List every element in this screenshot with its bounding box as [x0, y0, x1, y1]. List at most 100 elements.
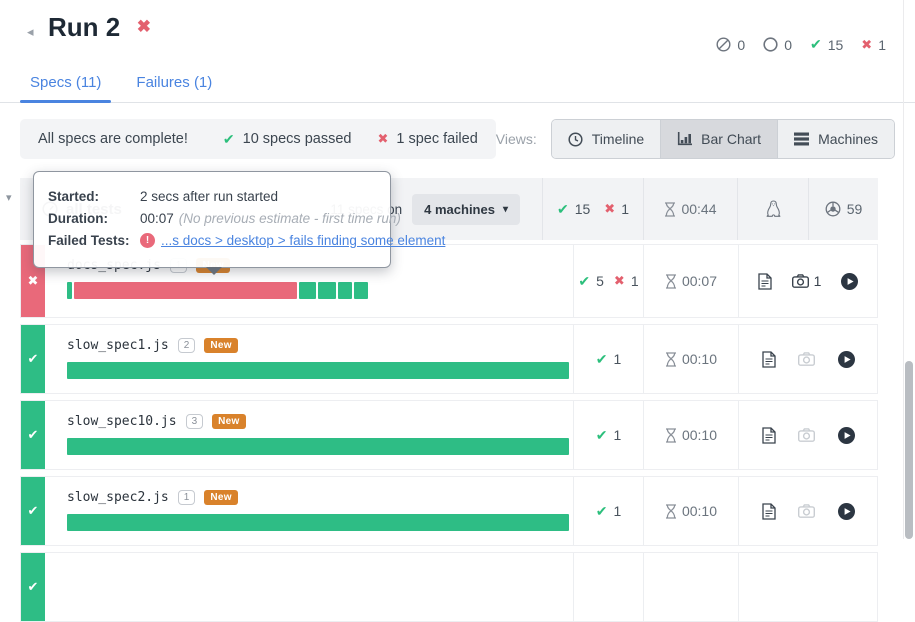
x-icon: ✖ — [613, 273, 625, 288]
passed-count: 15 — [827, 36, 844, 53]
duration-bar-segment[interactable] — [67, 362, 569, 379]
spec-status-icon: ✔ — [27, 579, 39, 594]
stdout-document-icon[interactable] — [758, 272, 772, 290]
machines-label: Machines — [818, 131, 878, 147]
play-video-icon[interactable] — [837, 426, 855, 444]
pending-circle-icon — [763, 37, 778, 52]
screenshots-group[interactable]: 1 — [791, 273, 821, 289]
spec-duration-cell: 00:10 — [643, 325, 738, 393]
tooltip-duration-row: Duration: 00:07 (No previous estimate - … — [48, 211, 401, 226]
collapse-caret-icon[interactable]: ▾ — [6, 192, 12, 204]
test-count-badge: 2 — [177, 338, 196, 353]
duration-bar-segment[interactable] — [67, 438, 569, 455]
screenshots-group[interactable] — [798, 504, 815, 518]
spec-duration-bar[interactable] — [67, 514, 569, 531]
views-switcher: Views: Timeline Bar Chart Machines — [496, 119, 895, 159]
tab-specs[interactable]: Specs (11) — [20, 66, 112, 103]
specs-passed-status: ✔ 10 specs passed — [223, 131, 352, 148]
error-exclamation-icon: ! — [140, 233, 155, 248]
camera-icon[interactable] — [798, 504, 815, 518]
machines-view-button[interactable]: Machines — [777, 120, 894, 158]
tooltip-failed-row: Failed Tests: ! ...s docs > desktop > fa… — [48, 233, 445, 248]
started-value: 2 secs after run started — [140, 189, 279, 204]
spec-status-stripe: ✔ — [21, 401, 45, 469]
pending-counter: 0 — [763, 37, 792, 53]
page-title: Run 2 — [48, 12, 121, 42]
camera-icon[interactable] — [798, 428, 815, 442]
spec-duration-bar[interactable] — [67, 438, 569, 455]
spec-passed: ✔ 1 — [596, 351, 622, 368]
tab-failures[interactable]: Failures (1) — [136, 74, 213, 91]
circle-slash-icon — [716, 37, 731, 52]
spec-duration-bar[interactable] — [67, 282, 569, 299]
stdout-document-icon[interactable] — [761, 502, 776, 520]
clock-icon — [568, 131, 583, 147]
views-button-group: Timeline Bar Chart Machines — [550, 119, 895, 159]
spec-stats-cell: ✔ 1 — [573, 401, 643, 469]
specs-passed-text: 10 specs passed — [242, 131, 352, 147]
tooltip-started-row: Started: 2 secs after run started — [48, 189, 376, 204]
camera-icon[interactable] — [791, 274, 809, 288]
passed-counter: ✔ 15 — [810, 36, 843, 53]
run-header: ◂ Run 2 ✖ 0 0 ✔ 15 ✖ 1 — [0, 0, 915, 60]
spec-status-icon: ✔ — [27, 427, 39, 442]
timeline-view-button[interactable]: Timeline — [551, 120, 661, 158]
spec-passed-count: 1 — [613, 351, 622, 367]
bar-chart-icon — [678, 132, 693, 146]
play-video-icon[interactable] — [837, 350, 855, 368]
screenshots-group[interactable] — [798, 428, 815, 442]
duration-bar-segment[interactable] — [354, 282, 369, 299]
scrollbar-thumb[interactable] — [905, 361, 913, 539]
stdout-document-icon[interactable] — [761, 350, 776, 368]
machines-dropdown-label: 4 machines — [424, 201, 495, 217]
spec-duration-bar[interactable] — [67, 362, 569, 379]
back-chevron-icon[interactable]: ◂ — [27, 24, 34, 39]
spec-status-icon: ✔ — [27, 503, 39, 518]
failed-count: 1 — [878, 36, 886, 53]
skipped-count: 0 — [737, 36, 746, 53]
stdout-document-icon[interactable] — [761, 426, 776, 444]
spec-status-icon: ✖ — [27, 273, 39, 288]
duration-bar-segment[interactable] — [298, 282, 316, 299]
screenshots-group[interactable] — [798, 352, 815, 366]
spec-duration: 00:07 — [681, 273, 718, 289]
chrome-icon — [825, 201, 841, 217]
check-icon: ✔ — [809, 36, 822, 52]
duration-bar-segment[interactable] — [74, 282, 297, 299]
spec-artifacts-cell — [738, 325, 877, 393]
spec-row[interactable]: ✔ — [20, 552, 878, 622]
failed-test-link[interactable]: ...s docs > desktop > fails finding some… — [161, 233, 446, 248]
bar-chart-view-button[interactable]: Bar Chart — [660, 120, 778, 158]
duration-value: 00:07 — [140, 211, 174, 226]
spec-row[interactable]: ✔ slow_spec2.js 1 New ✔ 1 00:10 — [20, 476, 878, 546]
spec-status-icon: ✔ — [27, 351, 39, 366]
group-stats-cell: ✔ 15 ✖ 1 — [542, 178, 643, 240]
duration-bar-segment[interactable] — [317, 282, 337, 299]
duration-bar-segment[interactable] — [338, 282, 353, 299]
spec-status-stripe: ✔ — [21, 553, 45, 621]
x-icon: ✖ — [377, 131, 389, 146]
spec-name-cell: slow_spec10.js 3 New — [45, 401, 573, 469]
toolbar: All specs are complete! ✔ 10 specs passe… — [20, 119, 895, 159]
tab-bar: Specs (11) Failures (1) — [0, 66, 915, 103]
spec-row[interactable]: ✔ slow_spec1.js 2 New ✔ 1 00:10 — [20, 324, 878, 394]
duration-bar-segment[interactable] — [67, 282, 73, 299]
camera-icon[interactable] — [798, 352, 815, 366]
check-icon: ✔ — [595, 350, 608, 367]
spec-row[interactable]: ✔ slow_spec10.js 3 New ✔ 1 00:10 — [20, 400, 878, 470]
duration-bar-segment[interactable] — [67, 514, 569, 531]
timeline-label: Timeline — [591, 131, 645, 147]
machines-dropdown-button[interactable]: 4 machines ▾ — [412, 193, 520, 225]
group-passed-count: 15 — [574, 201, 591, 217]
play-video-icon[interactable] — [840, 272, 858, 290]
views-label: Views: — [495, 131, 537, 147]
spec-artifacts-cell — [738, 401, 877, 469]
duration-note: (No previous estimate - first time run) — [178, 211, 401, 226]
hourglass-icon — [665, 351, 676, 367]
spec-status-stripe: ✔ — [21, 477, 45, 545]
play-video-icon[interactable] — [837, 502, 855, 520]
group-duration-cell: 00:44 — [643, 178, 737, 240]
x-icon: ✖ — [861, 36, 873, 52]
spec-failed-count: 1 — [630, 273, 639, 289]
test-count-badge: 3 — [185, 414, 204, 429]
